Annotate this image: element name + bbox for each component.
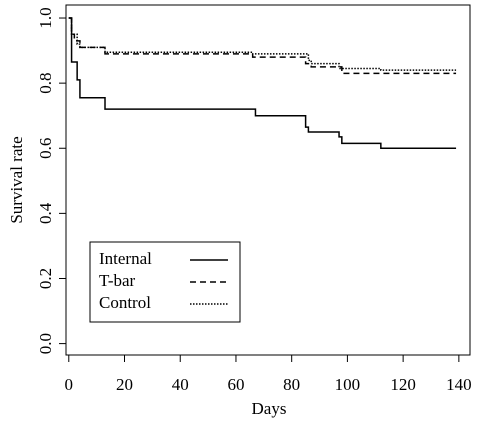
y-tick-label: 0.4: [36, 202, 55, 224]
x-tick-label: 20: [116, 375, 133, 394]
legend-label: T-bar: [99, 271, 136, 290]
x-tick-label: 140: [446, 375, 472, 394]
legend-label: Internal: [99, 249, 152, 268]
x-tick-label: 0: [65, 375, 74, 394]
legend-label: Control: [99, 293, 151, 312]
x-tick-label: 40: [172, 375, 189, 394]
y-tick-label: 0.8: [36, 73, 55, 94]
x-tick-label: 80: [283, 375, 300, 394]
y-axis-label: Survival rate: [7, 136, 26, 223]
survival-line: [68, 17, 457, 71]
survival-line: [68, 17, 457, 75]
y-tick-label: 0.0: [36, 333, 55, 354]
x-axis-label: Days: [252, 399, 287, 418]
x-tick-label: 120: [390, 375, 416, 394]
survival-line: [68, 17, 457, 150]
y-tick-label: 0.2: [36, 268, 55, 289]
x-tick-label: 100: [335, 375, 361, 394]
x-tick-label: 60: [227, 375, 244, 394]
plot-box: [65, 4, 471, 356]
y-tick-label: 0.6: [36, 138, 55, 159]
y-tick-label: 1.0: [36, 7, 55, 28]
